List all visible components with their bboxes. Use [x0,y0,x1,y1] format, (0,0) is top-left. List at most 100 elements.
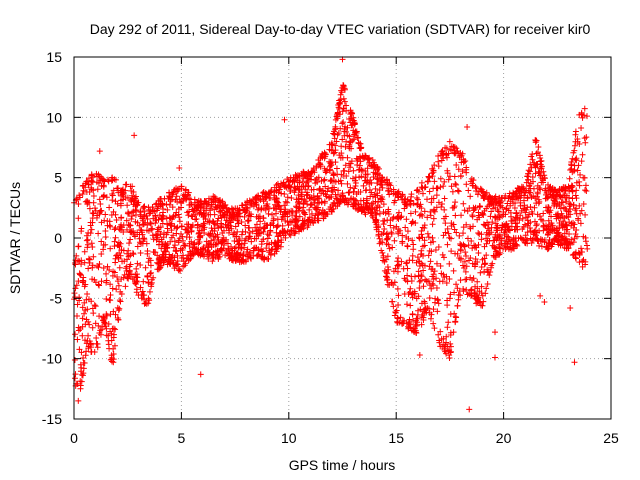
data-point [388,229,395,236]
data-point [448,183,455,190]
data-point [567,211,574,218]
data-point [286,231,293,238]
data-point [506,193,513,200]
data-point [393,191,400,198]
data-point [90,310,97,317]
data-point [281,190,288,197]
data-point [380,221,387,228]
data-point [364,178,371,185]
data-point [451,144,458,151]
data-point [212,220,219,227]
data-point [440,232,447,239]
data-point [329,178,336,185]
data-point [182,226,189,233]
data-point [532,170,539,177]
data-point [75,215,82,222]
data-point [540,168,547,175]
data-point [173,230,180,237]
data-point [531,235,538,242]
data-point [307,202,314,209]
data-point [472,183,479,190]
data-point [337,96,344,103]
data-point [510,189,517,196]
data-point [291,189,298,196]
data-point [86,205,93,212]
data-point [571,147,578,154]
data-point [426,309,433,316]
data-point [475,296,482,303]
data-point [102,227,109,234]
data-point [275,203,282,210]
data-point [160,234,167,241]
data-point [320,177,327,184]
data-point [548,240,555,247]
data-point [117,240,124,247]
data-point [110,334,117,341]
data-point [551,237,558,244]
data-point [524,217,531,224]
outlier-point [541,298,548,305]
data-point [118,290,125,297]
data-point [475,229,482,236]
data-point [304,178,311,185]
data-point [429,170,436,177]
data-point [389,215,396,222]
data-point [207,205,214,212]
data-point [383,277,390,284]
data-point [113,216,120,223]
data-point [109,285,116,292]
data-point [331,131,338,138]
data-point [451,310,458,317]
data-point [529,173,536,180]
data-point [421,262,428,269]
data-point [371,191,378,198]
y-tick-label: -5 [50,290,63,306]
data-point [415,268,422,275]
data-point [395,301,402,308]
outlier-point [537,292,544,299]
data-point [444,170,451,177]
data-point [563,222,570,229]
data-point [390,224,397,231]
data-point [435,300,442,307]
data-point [174,198,181,205]
data-point [282,210,289,217]
data-point [548,213,555,220]
data-point [279,222,286,229]
data-point [525,177,531,184]
data-point [328,208,335,215]
data-point [413,187,420,194]
data-point [299,221,306,228]
data-point [198,198,205,205]
data-point [408,277,415,284]
data-point [366,186,373,193]
data-point [376,172,383,179]
data-point [129,275,136,282]
data-point [200,220,207,227]
data-point [444,225,451,232]
data-point [84,198,91,205]
data-point [481,243,488,250]
data-point [424,178,431,185]
data-point [478,236,485,243]
data-point [251,244,258,251]
data-point [142,300,149,307]
data-point [478,263,485,270]
data-point [342,143,349,150]
data-point [73,282,80,289]
data-point [100,192,107,199]
data-point [346,189,353,196]
data-point [350,167,357,174]
data-point [112,259,119,266]
data-point [109,197,116,204]
data-point [368,189,375,196]
data-point [98,278,105,285]
data-point [112,225,119,232]
data-point [408,191,415,198]
data-point [246,224,253,231]
data-point [374,176,381,183]
data-point [208,237,215,244]
data-point [469,213,476,220]
data-point [260,196,267,203]
data-point [259,190,266,197]
